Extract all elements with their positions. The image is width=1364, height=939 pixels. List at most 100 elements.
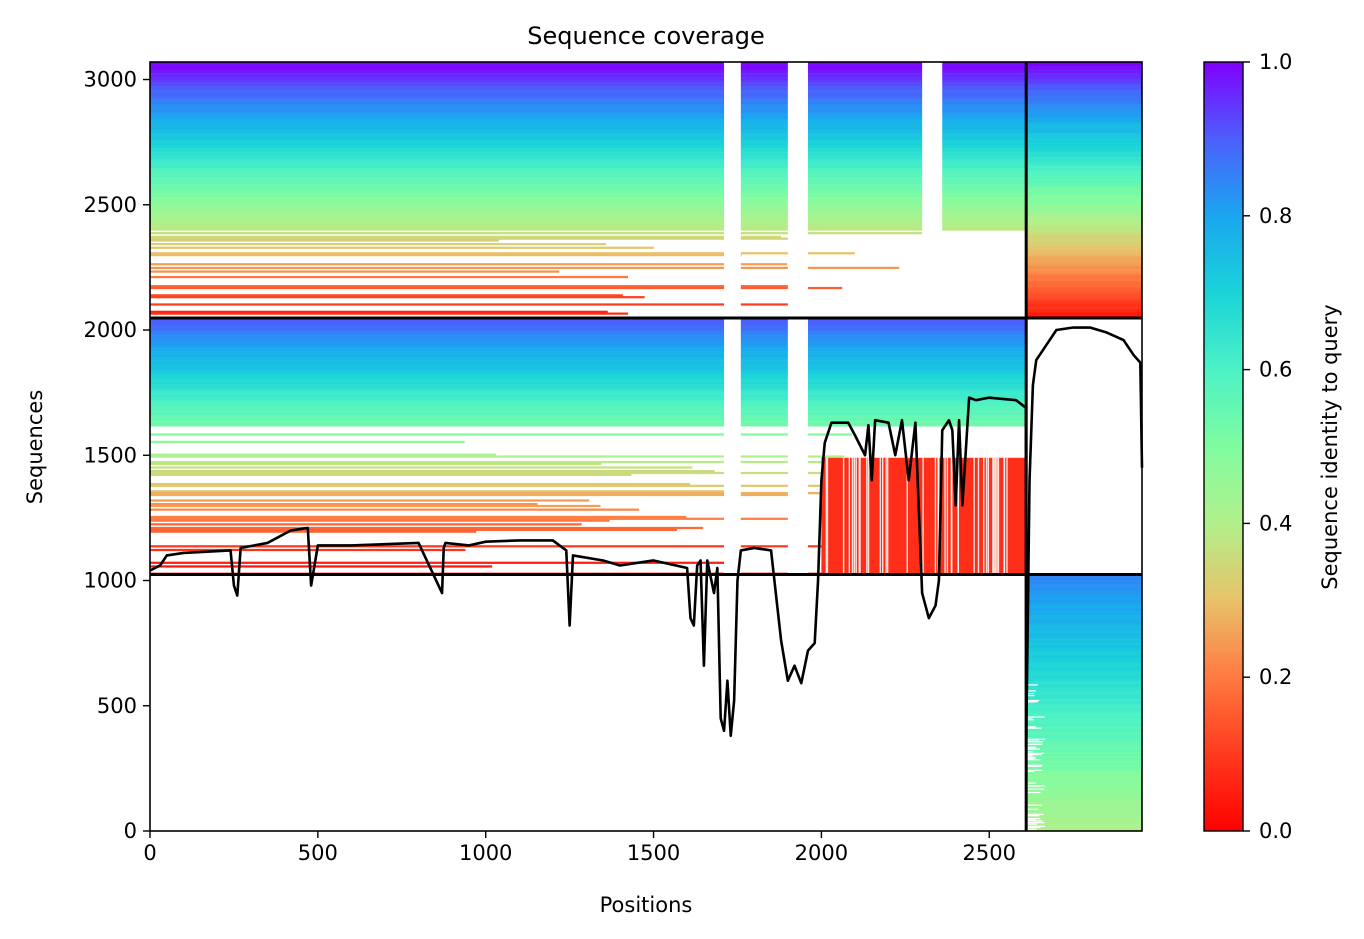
msa-row [942,72,1027,76]
msa-row [150,208,725,211]
msa-row [150,424,725,427]
msa-row [807,140,923,143]
msa-row [942,147,1027,151]
msa-row [1026,312,1142,315]
msa-row [740,376,788,379]
x-axis-label: Positions [600,893,693,917]
msa-row [150,158,725,162]
msa-row [150,413,725,416]
msa-row [942,158,1027,162]
msa-row [1026,790,1142,793]
msa-gap [994,457,997,575]
msa-row [150,254,725,257]
msa-row [740,383,788,387]
msa-row [150,275,628,279]
msa-gap [992,457,994,575]
msa-row [150,191,725,195]
msa-row [150,135,725,138]
msa-gap [1026,759,1041,761]
msa-row [807,131,923,134]
msa-row [807,286,843,290]
msa-row [150,499,590,502]
msa-row [942,157,1027,160]
msa-row [1026,792,1142,795]
msa-row [1026,605,1142,608]
msa-row [807,193,923,196]
msa-row [740,352,788,356]
msa-row [150,166,725,169]
msa-row [1026,656,1142,660]
msa-row [1026,748,1142,751]
msa-gap [1026,743,1043,745]
msa-row [807,65,923,68]
msa-gap [1026,770,1035,773]
msa-row [1026,213,1142,216]
msa-row [740,338,788,341]
msa-row [942,111,1027,114]
msa-gap [1026,716,1045,718]
msa-row [1026,814,1142,817]
msa-row [807,224,923,227]
msa-row [150,179,725,182]
msa-row [807,226,923,229]
msa-gap [996,457,998,575]
msa-row [807,102,923,105]
msa-row [807,190,923,193]
msa-row [807,147,923,151]
msa-row [740,371,788,374]
msa-row [740,328,788,332]
msa-row [150,389,725,392]
msa-row [740,122,788,125]
msa-row [1026,644,1142,647]
msa-row [150,490,725,493]
msa-row [1026,737,1142,740]
msa-row [740,416,788,420]
msa-row [807,63,923,67]
msa-row [150,190,725,193]
y-tick-label: 500 [97,694,137,718]
msa-row [942,94,1027,98]
msa-row [1026,277,1142,280]
msa-row [807,160,923,163]
msa-row [740,360,788,363]
msa-row [1026,226,1142,229]
msa-row [150,105,725,109]
msa-row [1026,120,1142,123]
colorbar-tick-label: 0.4 [1259,511,1292,535]
msa-row [807,133,923,136]
msa-row [1026,241,1142,244]
msa-gap [1026,765,1042,768]
msa-row [807,105,923,109]
msa-row [942,120,1027,123]
y-tick-label: 1000 [84,569,137,593]
msa-row [740,109,788,112]
msa-row [807,100,923,103]
msa-row [807,115,923,118]
msa-row [150,118,725,121]
msa-row [1026,191,1142,195]
msa-row [150,356,725,359]
msa-row [150,136,725,140]
msa-row [740,87,788,90]
msa-row [1026,752,1142,755]
msa-row [1026,642,1142,645]
msa-row [942,87,1027,90]
msa-row [942,228,1027,231]
msa-row [1026,633,1142,636]
msa-row [1026,93,1142,96]
msa-row [942,173,1027,176]
msa-row [807,169,923,173]
msa-row [150,376,725,379]
msa-row [1026,158,1142,162]
msa-gap [1026,754,1042,756]
msa-row [942,96,1027,99]
msa-row [150,270,560,273]
msa-row [740,330,788,334]
msa-row [150,69,725,72]
msa-row [740,146,788,149]
msa-row [807,380,1027,383]
msa-row [740,147,788,151]
msa-row [150,285,725,288]
msa-row [942,200,1027,204]
msa-row [150,113,725,116]
